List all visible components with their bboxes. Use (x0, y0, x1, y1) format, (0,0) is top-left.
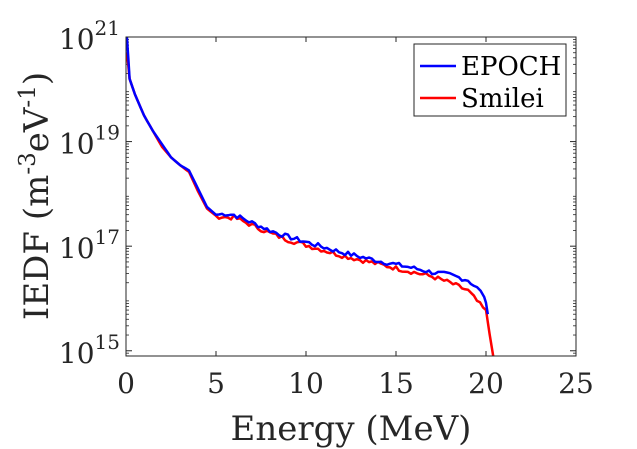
major-ticks (125, 36, 577, 356)
y-axis-label: IEDF (m-3eV-1) (15, 72, 57, 320)
y-axis-label-sup2: -1 (15, 85, 41, 107)
y-axis-label-end: ) (17, 72, 57, 85)
y-tick-labels: 1015 1017 1019 1021 (59, 16, 120, 370)
x-tick-label: 5 (207, 367, 225, 400)
x-tick-label: 15 (378, 367, 414, 400)
series-layer (125, 36, 495, 357)
series-line-epoch (125, 36, 490, 315)
legend-label-epoch: EPOCH (461, 52, 561, 82)
x-tick-labels: 0 5 10 15 20 25 (117, 367, 594, 400)
x-axis-label: Energy (MeV) (231, 409, 472, 449)
plot-frame (125, 36, 577, 357)
y-tick-label: 1021 (59, 16, 120, 56)
legend-label-smilei: Smilei (461, 84, 544, 114)
x-tick-label: 20 (468, 367, 504, 400)
legend: EPOCH Smilei (413, 43, 567, 117)
y-axis-label-main: IEDF (m (17, 175, 57, 320)
y-tick-label: 1015 (59, 330, 120, 370)
x-tick-label: 10 (288, 367, 324, 400)
x-tick-label: 25 (558, 367, 594, 400)
y-tick-label: 1017 (59, 225, 120, 265)
y-axis-label-sup1: -3 (15, 152, 41, 174)
x-tick-label: 0 (117, 367, 135, 400)
y-axis-label-mid: eV (17, 106, 57, 152)
y-tick-label: 1019 (59, 121, 120, 161)
legend-box (413, 43, 567, 117)
